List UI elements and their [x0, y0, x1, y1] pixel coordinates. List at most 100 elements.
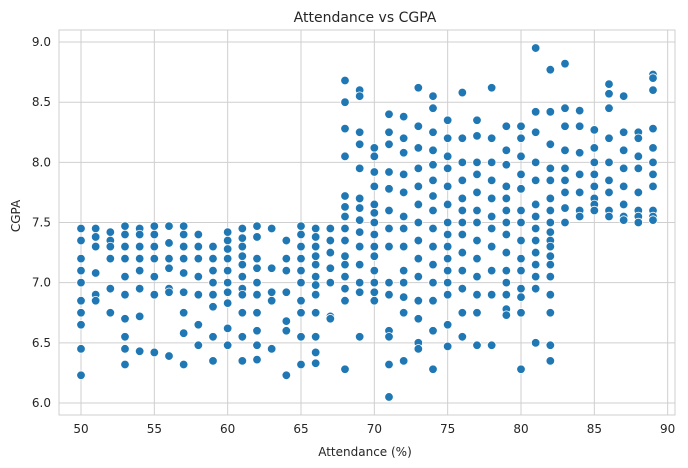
scatter-point: [384, 223, 394, 234]
scatter-point: [457, 308, 468, 318]
scatter-point: [105, 241, 116, 252]
scatter-point: [340, 211, 350, 222]
scatter-point: [501, 229, 512, 240]
scatter-point: [530, 235, 541, 246]
scatter-point: [178, 359, 189, 370]
scatter-point: [560, 203, 570, 213]
scatter-point: [252, 232, 262, 242]
scatter-point: [501, 310, 512, 320]
scatter-point: [105, 227, 116, 237]
scatter-point: [516, 121, 526, 131]
scatter-point: [589, 125, 600, 135]
scatter-point: [398, 133, 409, 143]
scatter-point: [340, 123, 350, 134]
scatter-point: [134, 346, 145, 356]
scatter-point: [545, 289, 556, 300]
scatter-point: [354, 332, 365, 342]
scatter-point: [134, 311, 145, 322]
scatter-point: [560, 103, 570, 113]
scatter-point: [281, 370, 292, 380]
scatter-point: [120, 271, 130, 282]
x-tick-label: 90: [660, 422, 675, 436]
scatter-point: [457, 265, 468, 276]
scatter-point: [457, 229, 468, 240]
scatter-point: [384, 289, 394, 300]
scatter-point: [252, 340, 262, 350]
scatter-point: [545, 241, 556, 252]
scatter-point: [354, 259, 365, 270]
scatter-point: [472, 205, 482, 216]
scatter-point: [105, 283, 116, 294]
scatter-point: [457, 283, 468, 294]
scatter-point: [472, 131, 482, 141]
scatter-point: [618, 199, 629, 210]
scatter-point: [442, 181, 453, 192]
scatter-point: [545, 139, 556, 149]
scatter-point: [237, 332, 248, 342]
scatter-point: [618, 91, 629, 101]
scatter-point: [178, 287, 189, 297]
scatter-point: [222, 227, 233, 237]
scatter-point: [296, 359, 306, 370]
scatter-point: [208, 356, 218, 366]
scatter-point: [545, 308, 556, 318]
scatter-point: [560, 217, 570, 228]
scatter-point: [472, 340, 482, 350]
scatter-point: [325, 235, 336, 246]
scatter-point: [574, 105, 585, 116]
scatter-point: [354, 287, 365, 297]
scatter-point: [193, 320, 204, 330]
scatter-point: [428, 127, 438, 137]
scatter-point: [457, 247, 468, 258]
x-tick-label: 70: [367, 422, 382, 436]
scatter-point: [281, 235, 292, 246]
x-axis-label: Attendance (%): [318, 445, 412, 459]
scatter-point: [178, 229, 189, 240]
scatter-point: [310, 232, 321, 242]
scatter-point: [310, 241, 321, 252]
scatter-point: [589, 169, 600, 180]
scatter-point: [398, 211, 409, 222]
scatter-point: [516, 308, 526, 318]
scatter-point: [472, 289, 482, 300]
scatter-point: [281, 287, 292, 297]
scatter-point: [252, 326, 262, 336]
scatter-point: [134, 283, 145, 294]
data-points: [76, 43, 658, 402]
scatter-point: [472, 217, 482, 228]
scatter-point: [530, 247, 541, 258]
scatter-point: [574, 187, 585, 198]
scatter-point: [149, 271, 160, 282]
scatter-point: [457, 133, 468, 143]
scatter-point: [222, 277, 233, 288]
scatter-point: [428, 145, 438, 156]
scatter-point: [530, 259, 541, 270]
y-tick-label: 7.0: [32, 276, 51, 290]
scatter-point: [325, 247, 336, 258]
scatter-point: [193, 340, 204, 350]
x-tick-label: 80: [513, 422, 528, 436]
scatter-point: [486, 83, 497, 93]
scatter-point: [76, 370, 86, 380]
scatter-point: [618, 163, 629, 174]
scatter-point: [648, 181, 658, 192]
scatter-point: [530, 107, 541, 117]
scatter-point: [340, 235, 350, 246]
scatter-point: [472, 115, 482, 125]
scatter-point: [516, 364, 526, 374]
scatter-point: [281, 326, 292, 336]
scatter-point: [516, 151, 526, 162]
scatter-point: [648, 73, 658, 83]
scatter-point: [413, 314, 424, 324]
scatter-point: [457, 205, 468, 216]
scatter-point: [428, 241, 438, 252]
scatter-point: [340, 97, 350, 107]
scatter-point: [266, 263, 277, 273]
scatter-point: [530, 157, 541, 168]
scatter-point: [296, 277, 306, 288]
scatter-point: [501, 193, 512, 204]
scatter-point: [428, 175, 438, 186]
scatter-point: [208, 289, 218, 300]
scatter-point: [76, 265, 86, 276]
scatter-point: [398, 277, 409, 288]
